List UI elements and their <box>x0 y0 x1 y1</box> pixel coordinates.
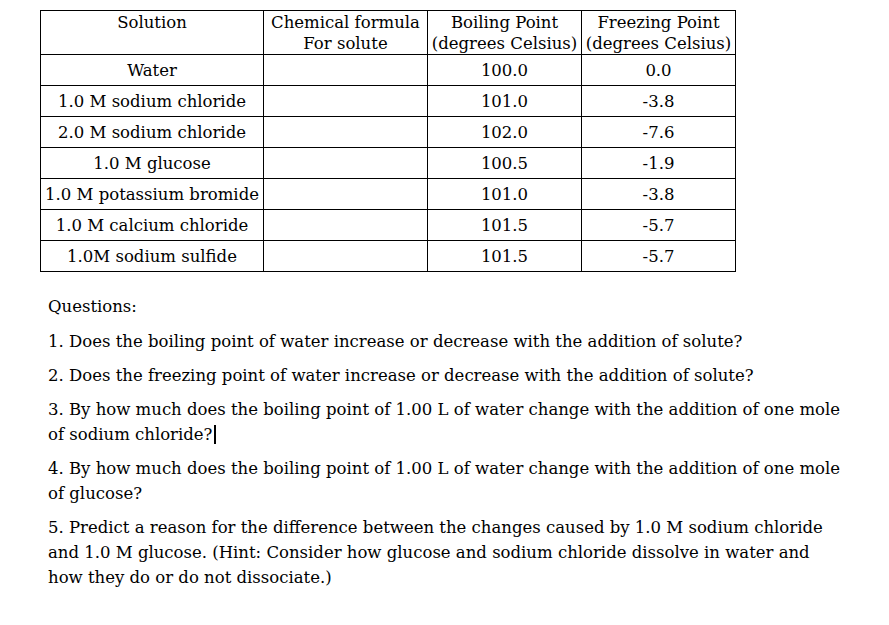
col-header-freezing-point: Freezing Point (degrees Celsius) <box>582 11 736 55</box>
cell-solution: 1.0 M calcium chloride <box>41 210 264 241</box>
cell-solution: 1.0 M potassium bromide <box>41 179 264 210</box>
header-line: Freezing Point <box>584 12 733 33</box>
table-row: 1.0 M calcium chloride 101.5 -5.7 <box>41 210 736 241</box>
table-row: 1.0 M glucose 100.5 -1.9 <box>41 148 736 179</box>
cell-formula-blank[interactable] <box>264 117 428 148</box>
question-3: 3. By how much does the boiling point of… <box>48 397 841 447</box>
cell-formula-blank[interactable] <box>264 86 428 117</box>
header-line: (degrees Celsius) <box>430 33 579 54</box>
cell-solution: 2.0 M sodium chloride <box>41 117 264 148</box>
cell-formula-blank[interactable] <box>264 148 428 179</box>
header-line: For solute <box>266 33 425 54</box>
table-row: Water 100.0 0.0 <box>41 55 736 86</box>
cell-boiling-point: 101.0 <box>428 179 582 210</box>
col-header-boiling-point: Boiling Point (degrees Celsius) <box>428 11 582 55</box>
cell-boiling-point: 101.5 <box>428 241 582 272</box>
cell-solution: 1.0 M glucose <box>41 148 264 179</box>
cell-boiling-point: 102.0 <box>428 117 582 148</box>
header-line: Solution <box>43 12 261 33</box>
header-line: Boiling Point <box>430 12 579 33</box>
cell-freezing-point: -7.6 <box>582 117 736 148</box>
table-row: 2.0 M sodium chloride 102.0 -7.6 <box>41 117 736 148</box>
table-header-row: Solution Chemical formula For solute Boi… <box>41 11 736 55</box>
text-cursor <box>214 425 216 444</box>
col-header-chemical-formula: Chemical formula For solute <box>264 11 428 55</box>
cell-formula-blank[interactable] <box>264 241 428 272</box>
cell-freezing-point: -1.9 <box>582 148 736 179</box>
question-5: 5. Predict a reason for the difference b… <box>48 515 841 590</box>
cell-solution: 1.0M sodium sulfide <box>41 241 264 272</box>
question-2: 2. Does the freezing point of water incr… <box>48 363 841 388</box>
solutions-table: Solution Chemical formula For solute Boi… <box>40 10 736 272</box>
question-3-text: 3. By how much does the boiling point of… <box>48 400 840 444</box>
cell-solution: 1.0 M sodium chloride <box>41 86 264 117</box>
cell-freezing-point: -5.7 <box>582 241 736 272</box>
cell-freezing-point: -3.8 <box>582 86 736 117</box>
header-line: (degrees Celsius) <box>584 33 733 54</box>
cell-freezing-point: -5.7 <box>582 210 736 241</box>
cell-formula-blank[interactable] <box>264 210 428 241</box>
cell-formula-blank[interactable] <box>264 179 428 210</box>
cell-boiling-point: 100.0 <box>428 55 582 86</box>
cell-boiling-point: 101.0 <box>428 86 582 117</box>
header-line: Chemical formula <box>266 12 425 33</box>
table-row: 1.0 M potassium bromide 101.0 -3.8 <box>41 179 736 210</box>
document-page[interactable]: Solution Chemical formula For solute Boi… <box>0 10 889 625</box>
table-row: 1.0 M sodium chloride 101.0 -3.8 <box>41 86 736 117</box>
questions-section: Questions: 1. Does the boiling point of … <box>48 294 841 590</box>
cell-solution: Water <box>41 55 264 86</box>
cell-freezing-point: -3.8 <box>582 179 736 210</box>
question-1: 1. Does the boiling point of water incre… <box>48 329 841 354</box>
cell-boiling-point: 101.5 <box>428 210 582 241</box>
questions-heading: Questions: <box>48 294 841 319</box>
col-header-solution: Solution <box>41 11 264 55</box>
cell-formula-blank[interactable] <box>264 55 428 86</box>
table-row: 1.0M sodium sulfide 101.5 -5.7 <box>41 241 736 272</box>
cell-boiling-point: 100.5 <box>428 148 582 179</box>
cell-freezing-point: 0.0 <box>582 55 736 86</box>
question-4: 4. By how much does the boiling point of… <box>48 456 841 506</box>
